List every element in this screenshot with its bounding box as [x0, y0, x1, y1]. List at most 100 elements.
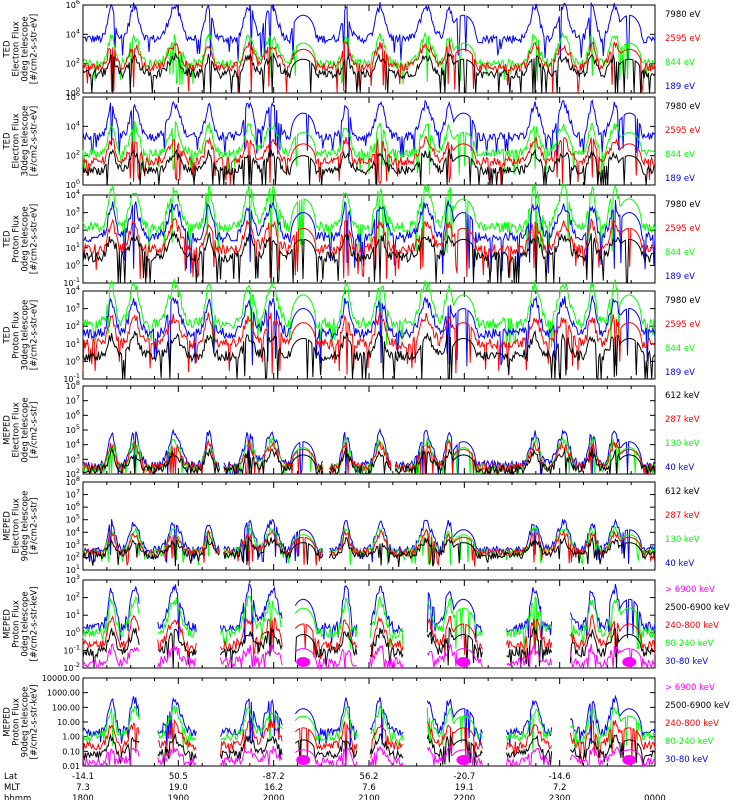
x-axis-tick-label: 50.5 — [169, 772, 188, 782]
series-189-ev — [82, 99, 656, 158]
y-tick-label: 1000.00 — [47, 689, 80, 698]
legend-entry: > 6900 keV — [665, 683, 715, 693]
y-tick-label: 103 — [66, 452, 80, 464]
series-7980-ev — [82, 52, 656, 94]
magenta-marker — [456, 657, 471, 667]
legend-entry: 844 eV — [665, 248, 695, 258]
panel-2: 106 104 102 100 TEDElectron Flux30deg telesc… — [3, 90, 701, 190]
y-tick-label: 100 — [66, 258, 80, 270]
series-2595-ev — [82, 217, 656, 279]
series-844-ev — [82, 120, 656, 175]
series--6900-kev — [82, 643, 656, 670]
x-axis-ephemeris: LatMLThhmm2024-14.17.31800Dec 2450.519.0… — [4, 772, 666, 804]
legend-entry: 189 eV — [665, 368, 695, 378]
magenta-marker — [296, 755, 311, 765]
y-tick-label: 102 — [66, 57, 80, 69]
y-tick-label: 1.00 — [62, 733, 80, 742]
legend-entry: 130 keV — [665, 535, 700, 545]
legend-entry: 80-240 keV — [665, 639, 714, 649]
legend-entry: 7980 eV — [665, 102, 701, 112]
y-tick-label: 107 — [66, 394, 80, 406]
y-tick-label: 102 — [66, 550, 80, 562]
series-189-ev — [82, 1, 656, 62]
x-axis-tick-label: 1900 — [168, 794, 190, 800]
y-tick-label: 106 — [66, 90, 80, 102]
panel-8: 10000.00 1000.00 100.00 10.00 1.00 0.10 0.01 ME… — [3, 674, 730, 771]
series-844-ev — [82, 278, 656, 348]
legend-entry: 2595 eV — [665, 34, 701, 44]
series--6900-kev — [82, 745, 656, 768]
series-80-240-kev — [82, 594, 656, 650]
y-tick-label: 105 — [66, 423, 80, 435]
y-tick-label: 101 — [66, 608, 80, 620]
series-2500-6900-kev — [82, 733, 655, 767]
x-axis-tick-label: -14.1 — [72, 772, 94, 782]
y-tick-label: 104 — [66, 119, 80, 131]
y-tick-label: 103 — [66, 573, 80, 585]
legend-entry: 2500-6900 keV — [665, 603, 730, 613]
y-tick-label: 104 — [66, 188, 80, 200]
x-axis-tick-label: 7.2 — [553, 783, 567, 793]
y-tick-label: 102 — [66, 319, 80, 331]
y-axis-label: MEPEDProton Flux0deg telescope[#/cm2-s-s… — [3, 587, 40, 662]
legend-entry: 844 eV — [665, 344, 695, 354]
x-axis-row-label: Lat — [4, 772, 18, 782]
series-2500-6900-kev — [82, 626, 656, 669]
x-axis-tick-label: -14.6 — [549, 772, 571, 782]
legend-entry: 2595 eV — [665, 224, 701, 234]
panel-5: 108 107 106 105 104 103 102 MEPEDElectron Flux0… — [3, 379, 700, 479]
series-30-80-kev — [82, 694, 656, 746]
y-tick-label: 10-2 — [63, 661, 80, 673]
series-7980-ev — [82, 230, 656, 284]
x-axis-tick-label: 2100 — [358, 794, 380, 800]
y-axis-label: MEPEDElectron Flux0deg telescope[#/cm2-s… — [3, 397, 40, 462]
x-axis-tick-label: 19.1 — [455, 783, 474, 793]
legend-entry: 40 keV — [665, 463, 694, 473]
magenta-marker — [456, 755, 471, 765]
legend-entry: 7980 eV — [665, 200, 701, 210]
panel-1: 106 104 102 100 TEDElectron Flux0deg telesco… — [3, 0, 701, 98]
legend-entry: 2595 eV — [665, 320, 701, 330]
series-612-kev — [82, 535, 656, 567]
legend-entry: 189 eV — [665, 272, 695, 282]
y-axis-label: MEPEDProton Flux90deg telescope[#/cm2-s-… — [3, 685, 40, 760]
legend-entry: 287 keV — [665, 415, 700, 425]
magenta-marker — [622, 755, 637, 765]
y-tick-label: 104 — [66, 525, 80, 537]
y-tick-label: 106 — [66, 0, 80, 10]
panel-3: 104 103 102 101 100 10-1 TEDProton Flux0deg te… — [3, 182, 701, 288]
series-80-240-kev — [82, 704, 656, 751]
y-tick-label: 100 — [66, 354, 80, 366]
y-tick-label: 102 — [66, 591, 80, 603]
x-axis-tick-label: 2000 — [263, 794, 285, 800]
y-tick-label: 101 — [66, 241, 80, 253]
legend-entry: 30-80 keV — [665, 657, 708, 667]
y-tick-label: 102 — [66, 467, 80, 479]
y-axis-label: TEDElectron Flux30deg telescope[#/cm2-s-… — [3, 106, 40, 177]
legend-entry: 240-800 keV — [665, 719, 719, 729]
y-tick-label: 100.00 — [52, 703, 80, 712]
x-axis-tick-label: 19.0 — [169, 783, 188, 793]
y-tick-label: 107 — [66, 488, 80, 500]
legend-entry: 30-80 keV — [665, 755, 708, 765]
y-tick-label: 103 — [66, 538, 80, 550]
y-tick-label: 108 — [66, 379, 80, 391]
legend-entry: > 6900 keV — [665, 585, 715, 595]
y-tick-label: 106 — [66, 408, 80, 420]
y-tick-label: 103 — [66, 302, 80, 314]
y-tick-label: 104 — [66, 284, 80, 296]
series-7980-ev — [82, 147, 656, 186]
y-tick-label: 10.00 — [57, 718, 80, 727]
y-tick-label: 106 — [66, 500, 80, 512]
y-tick-label: 0.10 — [62, 747, 80, 756]
panel-7: 103 102 101 100 10-1 10-2 MEPEDProton Flux0deg… — [3, 573, 730, 673]
series-189-ev — [83, 200, 656, 275]
y-tick-label: 100 — [66, 626, 80, 638]
y-tick-label: 101 — [66, 563, 80, 575]
series-30-80-kev — [82, 582, 656, 643]
panel-4: 104 103 102 101 100 10-1 TEDProton Flux30deg t… — [3, 278, 701, 384]
y-tick-label: 100 — [66, 178, 80, 190]
